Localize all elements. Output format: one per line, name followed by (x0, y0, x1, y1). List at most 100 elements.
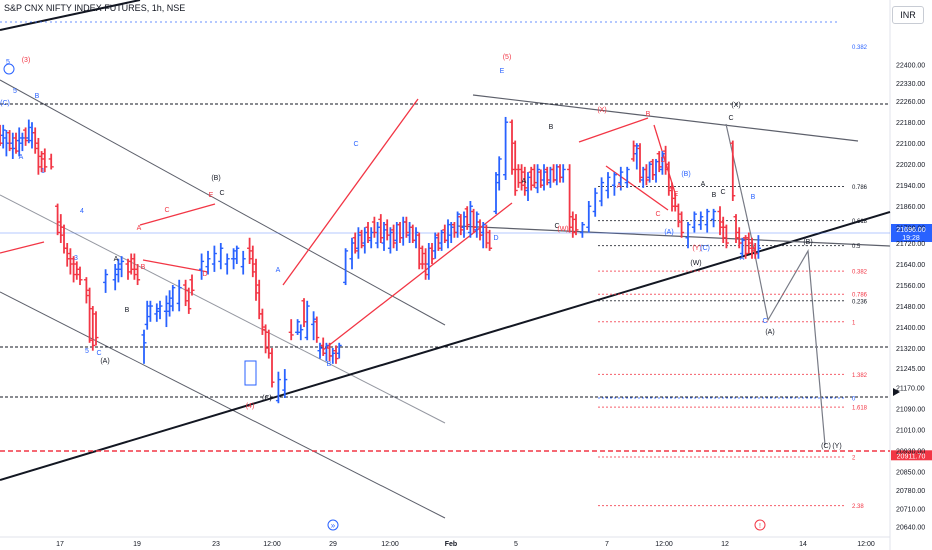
ohlc-bar (720, 216, 726, 244)
ohlc-bar (541, 164, 547, 191)
price-axis (891, 224, 932, 461)
ohlc-bar (13, 132, 19, 154)
plot-area (0, 0, 890, 537)
ohlc-bar (112, 264, 118, 291)
ohlc-bar (39, 151, 45, 173)
ohlc-bar (461, 211, 467, 238)
ohlc-bar (35, 137, 41, 175)
wave-label: (C) (0, 100, 10, 107)
ohlc-bar (416, 232, 422, 270)
ohlc-bar (3, 130, 9, 157)
ohlc-bar (234, 245, 240, 265)
ohlc-bar (359, 229, 365, 249)
ohlc-bar (176, 279, 182, 312)
price-tag-box (891, 450, 932, 461)
wave-label: 4 (80, 208, 84, 215)
ohlc-bar (42, 148, 48, 173)
ohlc-bar (474, 211, 480, 238)
wave-label: B (141, 264, 146, 271)
ohlc-bar (23, 127, 29, 146)
ohlc-bar (189, 274, 195, 296)
wave-label: D (202, 271, 207, 278)
ohlc-bar (634, 143, 640, 170)
ohlc-bar (327, 342, 333, 362)
ohlc-bar (119, 256, 125, 278)
wave-label: E (674, 191, 679, 198)
price-tick-label: 21320.00 (896, 346, 925, 353)
ohlc-bar (739, 237, 745, 257)
ohlc-bar (669, 182, 675, 212)
wave-label: D (660, 157, 665, 164)
ohlc-bar (503, 116, 509, 180)
time-tick-label: 5 (514, 541, 518, 548)
red-trend-line (282, 98, 419, 286)
price-tick-label: 21940.00 (896, 183, 925, 190)
red-trend-line (0, 241, 45, 254)
ohlc-bar (336, 342, 342, 359)
wave-label: A (137, 225, 142, 232)
ohlc-bar (170, 285, 176, 312)
time-tick-label: 12:00 (857, 541, 875, 548)
wave-label: B (712, 192, 717, 199)
ohlc-bar (295, 319, 301, 335)
ohlc-bar (685, 222, 691, 249)
wave-label: (Y) (832, 443, 841, 450)
projection-path (725, 123, 826, 446)
fib-label: 0.236 (852, 299, 868, 305)
ohlc-bar (115, 258, 121, 283)
ohlc-bar (647, 161, 653, 183)
ohlc-bar (371, 216, 377, 238)
ohlc-bar (77, 266, 83, 286)
ohlc-bar (451, 222, 457, 238)
fib-label: 1.618 (852, 406, 868, 412)
ohlc-bar (736, 227, 742, 249)
ohlc-bar (147, 300, 153, 322)
wave-label: (C) (262, 395, 272, 402)
wave-label: 5 (6, 59, 10, 66)
ohlc-bar (375, 222, 381, 249)
price-tick-label: 21010.00 (896, 427, 925, 434)
major-trendline (0, 211, 891, 481)
fib-label: 0.786 (852, 185, 868, 191)
wave-label: A (701, 181, 706, 188)
horizontal-levels (0, 21, 890, 452)
ohlc-bar (378, 214, 384, 244)
ohlc-bar (64, 243, 70, 267)
ohlc-bar (87, 287, 93, 343)
price-tick-label: 20930.00 (896, 448, 925, 455)
price-tick-label: 20850.00 (896, 470, 925, 477)
wave-label: 1 (41, 168, 45, 175)
time-tick-label: 23 (212, 541, 220, 548)
wave-label: A (276, 267, 281, 274)
ohlc-bar (320, 337, 326, 356)
ohlc-bar (515, 164, 521, 188)
ohlc-bar (103, 269, 109, 293)
ohlc-bar (314, 316, 320, 343)
ohlc-bar (304, 300, 310, 341)
ohlc-bar (391, 224, 397, 249)
ohlc-bar (311, 311, 317, 341)
wave-label: E (209, 192, 214, 199)
ohlc-bar (631, 140, 637, 162)
ohlc-bar (154, 303, 160, 322)
wave-label: C (720, 189, 725, 196)
time-tick-label: Feb (445, 541, 457, 548)
currency-button[interactable]: INR (892, 6, 924, 24)
ohlc-bar (496, 156, 502, 191)
price-tick-label: 21090.00 (896, 406, 925, 413)
wave-label: A (740, 255, 745, 262)
wave-label: (C) (821, 443, 831, 450)
fib-label: 0 (852, 396, 856, 402)
red-trend-line (142, 259, 209, 273)
ohlc-bar (419, 245, 425, 270)
ohlc-bar (711, 208, 717, 228)
ohlc-bar (387, 227, 393, 254)
ohlc-bar (125, 258, 131, 280)
ohlc-bar (0, 124, 6, 149)
ohlc-bar (253, 258, 259, 301)
highlight-box (244, 360, 257, 386)
ohlc-bar (48, 153, 54, 170)
ohlc-bar (423, 248, 429, 280)
wave-label: (A) (100, 358, 109, 365)
